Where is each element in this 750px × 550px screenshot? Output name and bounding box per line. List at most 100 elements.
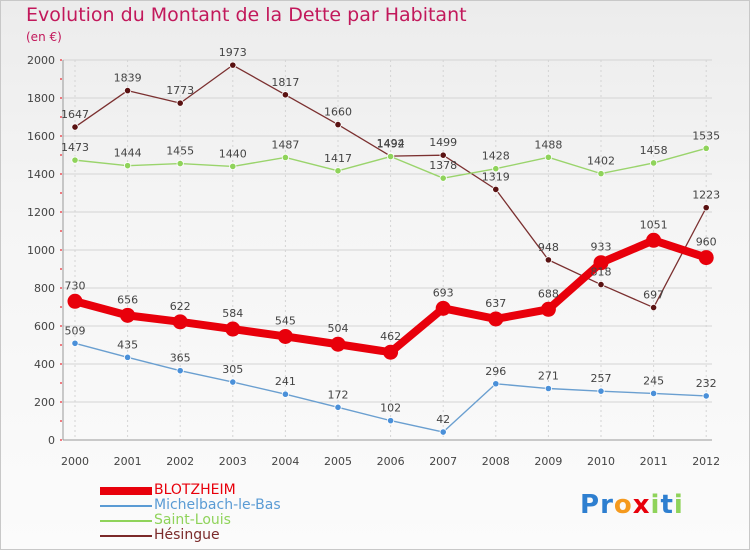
data-point [229, 61, 237, 69]
logo-letter: i [650, 490, 661, 520]
data-label: 1440 [219, 147, 247, 160]
data-point [71, 123, 79, 131]
data-point [492, 185, 500, 193]
data-point [124, 353, 132, 361]
data-point [229, 162, 237, 170]
data-label: 241 [275, 375, 296, 388]
x-tick-label: 2003 [219, 455, 247, 468]
data-point [544, 153, 553, 161]
data-point [124, 162, 132, 170]
data-point [649, 159, 658, 167]
legend-label: Saint-Louis [154, 512, 231, 528]
data-label: 1444 [114, 147, 142, 160]
data-point [67, 293, 83, 309]
data-point [120, 307, 136, 323]
x-tick-label: 2000 [61, 455, 89, 468]
data-point [176, 159, 184, 168]
data-point [492, 380, 500, 388]
x-tick-label: 2006 [377, 455, 405, 468]
data-label: 1458 [640, 144, 668, 157]
data-point [281, 390, 289, 398]
y-tick-label: 600 [34, 320, 55, 333]
data-label: 509 [65, 324, 86, 337]
data-point [439, 174, 447, 182]
data-point [281, 153, 289, 162]
data-label: 1494 [377, 137, 405, 150]
y-tick-label: 2000 [27, 54, 55, 67]
x-tick-label: 2005 [324, 455, 352, 468]
data-label: 296 [485, 365, 506, 378]
data-point [71, 156, 79, 164]
data-point [593, 255, 609, 271]
data-label: 1487 [271, 138, 299, 151]
legend-label: Michelbach-le-Bas [154, 497, 281, 513]
data-label: 1223 [692, 189, 720, 202]
proxiti-logo: Proxiti [580, 490, 684, 520]
logo-letter: x [632, 490, 651, 520]
data-point [439, 151, 447, 159]
y-tick-label: 1000 [27, 244, 55, 257]
data-point [334, 121, 342, 129]
y-tick-label: 800 [34, 282, 55, 295]
legend-swatch [100, 487, 152, 495]
data-label: 1378 [429, 159, 457, 172]
data-point [229, 378, 237, 386]
data-point [492, 165, 500, 173]
data-point [702, 144, 710, 152]
x-tick-label: 2002 [166, 455, 194, 468]
data-label: 1817 [271, 76, 299, 89]
data-point [597, 387, 605, 395]
data-label: 1402 [587, 155, 615, 168]
data-label: 1428 [482, 150, 510, 163]
data-label: 1499 [429, 136, 457, 149]
legend-label: BLOTZHEIM [154, 482, 236, 498]
data-label: 1660 [324, 106, 352, 119]
legend-swatch [100, 520, 152, 522]
line-chart: 0 200 400 600 800 1000 1200 1400 1600 1800 2000 200… [27, 46, 720, 468]
chart-subtitle: (en €) [26, 30, 62, 44]
data-label: 462 [380, 330, 401, 343]
x-tick-label: 2007 [429, 455, 457, 468]
data-label: 933 [591, 241, 612, 254]
x-tick-label: 2012 [692, 455, 720, 468]
data-label: 232 [696, 377, 717, 390]
data-label: 1973 [219, 46, 247, 59]
data-point [488, 311, 504, 327]
data-point [330, 336, 346, 352]
logo-letter: t [660, 490, 674, 520]
legend-swatch [100, 535, 152, 537]
data-label: 730 [65, 279, 86, 292]
data-label: 637 [485, 297, 506, 310]
logo-letter: i [673, 490, 684, 520]
data-point [225, 321, 241, 337]
data-point [334, 403, 342, 411]
data-point [281, 91, 289, 99]
x-tick-label: 2011 [640, 455, 668, 468]
data-label: 1473 [61, 141, 89, 154]
data-label: 365 [170, 352, 191, 365]
x-tick-label: 2008 [482, 455, 510, 468]
x-tick-label: 2009 [534, 455, 562, 468]
data-point [649, 303, 658, 312]
data-label: 1492 [377, 138, 405, 151]
logo-letter: P [580, 490, 601, 520]
logo-letter: o [613, 490, 633, 520]
data-point [124, 86, 132, 95]
data-point [439, 428, 447, 436]
chart-title: Evolution du Montant de la Dette par Hab… [26, 4, 467, 26]
data-label: 257 [591, 372, 612, 385]
y-tick-label: 1200 [27, 206, 55, 219]
data-point [702, 204, 710, 212]
legend-label: Hésingue [154, 527, 220, 543]
data-label: 818 [591, 266, 612, 279]
y-tick-label: 1400 [27, 168, 55, 181]
x-tick-label: 2004 [271, 455, 299, 468]
data-label: 1051 [640, 218, 668, 231]
data-point [698, 250, 714, 266]
y-tick-label: 1600 [27, 130, 55, 143]
legend-swatch [100, 505, 152, 507]
data-label: 688 [538, 287, 559, 300]
data-label: 42 [436, 413, 450, 426]
data-point [277, 328, 293, 344]
data-label: 545 [275, 314, 296, 327]
